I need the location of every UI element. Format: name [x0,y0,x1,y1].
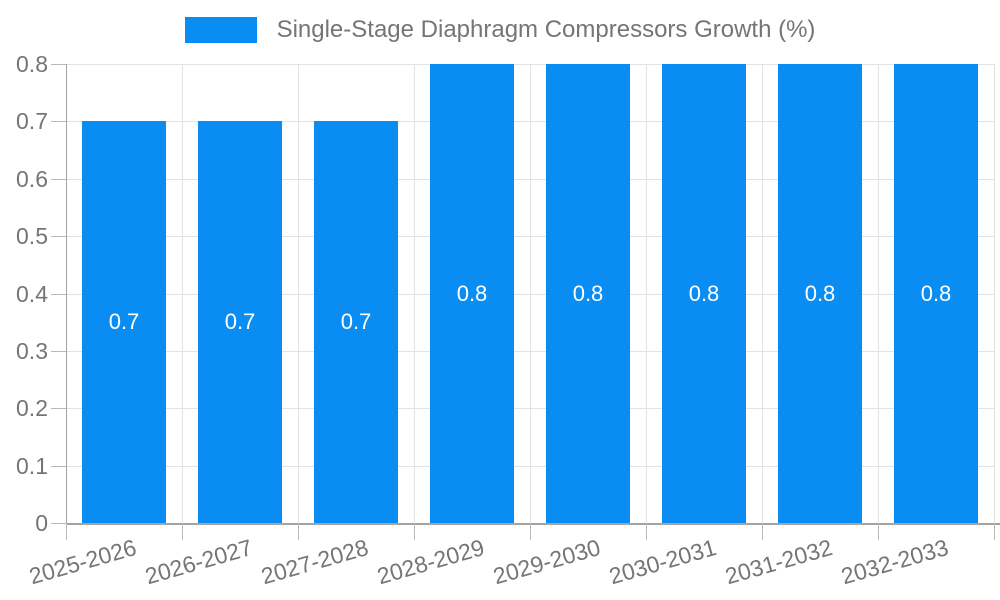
x-tick-label: 2028-2029 [374,534,488,590]
x-tick-label: 2026-2027 [142,534,256,590]
gridline-vertical [994,64,995,523]
bar[interactable]: 0.8 [662,64,746,523]
y-tick-label: 0.6 [16,166,48,192]
bar-value-label: 0.8 [804,281,836,306]
y-tick-mark [51,294,66,295]
legend[interactable]: Single-Stage Diaphragm Compressors Growt… [0,16,1000,44]
gridline-vertical [298,64,299,523]
bar[interactable]: 0.8 [894,64,978,523]
x-tick-mark [762,523,763,540]
bar[interactable]: 0.7 [198,121,282,523]
y-tick-label: 0 [35,510,48,536]
y-tick-mark [51,523,66,524]
y-tick-mark [51,408,66,409]
x-tick-mark [530,523,531,540]
x-tick-mark [66,523,67,540]
x-tick-mark [646,523,647,540]
y-tick-mark [51,466,66,467]
y-tick-mark [51,64,66,65]
gridline-vertical [878,64,879,523]
legend-label: Single-Stage Diaphragm Compressors Growt… [276,16,816,43]
y-tick-mark [51,121,66,122]
bar[interactable]: 0.8 [778,64,862,523]
x-tick-label: 2027-2028 [258,534,372,590]
bar[interactable]: 0.7 [82,121,166,523]
gridline-vertical [530,64,531,523]
bar[interactable]: 0.8 [430,64,514,523]
gridline-vertical [762,64,763,523]
bar-value-label: 0.7 [108,309,140,334]
y-tick-mark [51,351,66,352]
bar-value-label: 0.8 [456,281,488,306]
y-tick-mark [51,179,66,180]
y-tick-label: 0.3 [16,338,48,364]
y-tick-label: 0.7 [16,108,48,134]
bar[interactable]: 0.7 [314,121,398,523]
bar-value-label: 0.7 [224,309,256,334]
y-tick-label: 0.1 [16,453,48,479]
gridline-vertical [414,64,415,523]
gridline-vertical [182,64,183,523]
x-tick-label: 2031-2032 [722,534,836,590]
y-tick-label: 0.8 [16,51,48,77]
bar-value-label: 0.7 [340,309,372,334]
bar-value-label: 0.8 [688,281,720,306]
x-tick-label: 2030-2031 [606,534,720,590]
x-tick-mark [414,523,415,540]
x-tick-mark [994,523,995,540]
y-axis-line [66,64,67,523]
x-tick-label: 2032-2033 [838,534,952,590]
y-tick-mark [51,236,66,237]
y-tick-label: 0.2 [16,395,48,421]
x-axis-line [66,523,1000,525]
x-tick-mark [298,523,299,540]
gridline-vertical [646,64,647,523]
bar-value-label: 0.8 [920,281,952,306]
bar[interactable]: 0.8 [546,64,630,523]
y-tick-label: 0.4 [16,281,48,307]
y-tick-label: 0.5 [16,223,48,249]
x-tick-mark [878,523,879,540]
x-tick-label: 2025-2026 [26,534,140,590]
legend-swatch [184,17,257,43]
x-tick-mark [182,523,183,540]
bar-value-label: 0.8 [572,281,604,306]
x-tick-label: 2029-2030 [490,534,604,590]
plot-area: 0.7 0.7 0.7 0.8 0.8 0.8 0.8 0.8 [66,64,995,523]
